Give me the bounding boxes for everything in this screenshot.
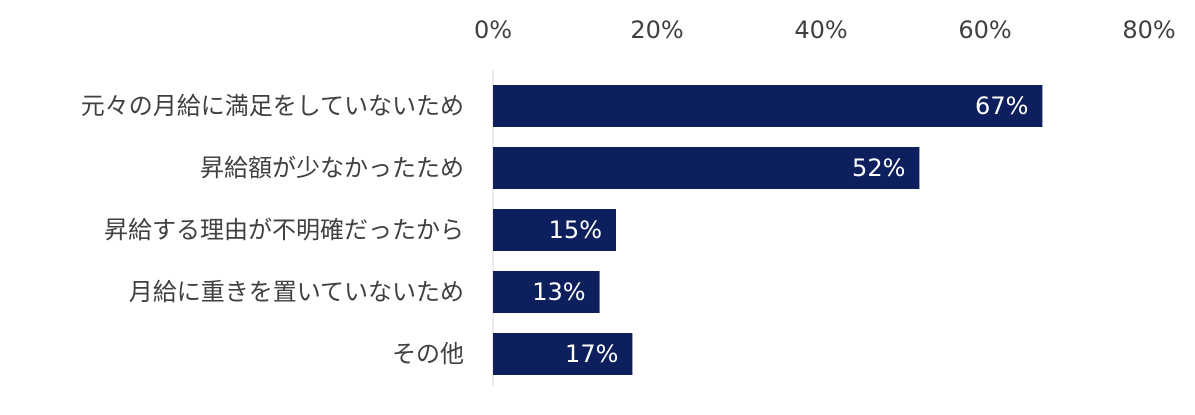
bar [493,147,920,189]
bar-value-label: 52% [852,154,905,182]
bars [493,85,1043,375]
category-label: 昇給額が少なかったため [200,154,464,182]
bar [493,333,633,375]
bar [493,209,616,251]
category-label: 昇給する理由が不明確だったから [104,216,464,244]
bar-value-label: 15% [549,216,602,244]
category-label: その他 [392,340,464,368]
category-label: 元々の月給に満足をしていないため [81,92,464,120]
x-tick-label: 20% [630,16,683,44]
bar-value-label: 13% [532,278,585,306]
x-axis-tick-labels: 0% 20% 40% 60% 80% [474,16,1176,44]
bar-value-labels: 67% 52% 15% 13% 17% [532,92,1028,368]
x-tick-label: 80% [1122,16,1175,44]
bar-value-label: 17% [565,340,618,368]
x-tick-label: 60% [958,16,1011,44]
bar [493,271,600,313]
category-label: 月給に重きを置いていないため [129,278,464,306]
x-tick-label: 40% [794,16,847,44]
bar-value-label: 67% [975,92,1028,120]
bar [493,85,1043,127]
category-labels: 元々の月給に満足をしていないため昇給額が少なかったため昇給する理由が不明確だった… [81,92,464,368]
x-tick-label: 0% [474,16,512,44]
